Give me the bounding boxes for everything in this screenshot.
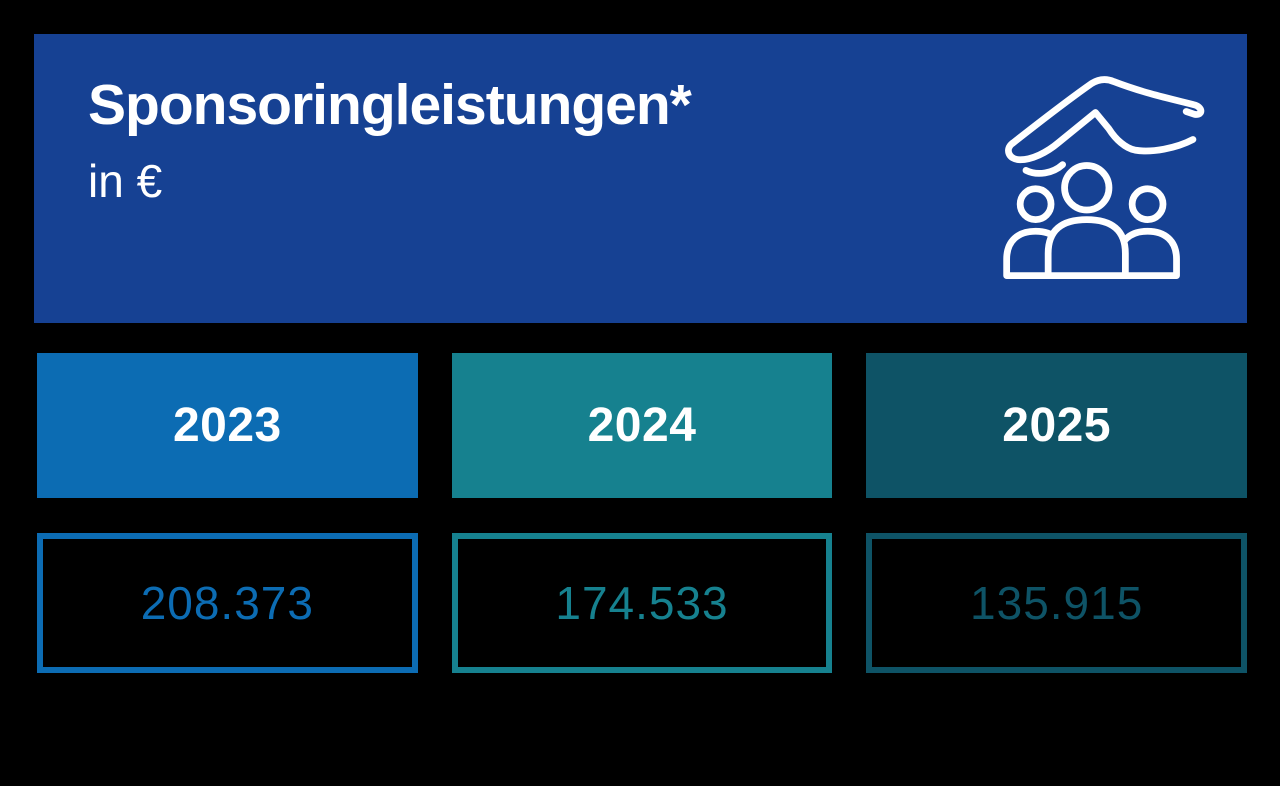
person-center-body (1044, 216, 1129, 279)
person-center-head (1061, 162, 1113, 214)
hand-finger-line (1022, 161, 1067, 177)
hand-bottom-outline (1005, 109, 1197, 164)
value-box-2025: 135.915 (866, 533, 1248, 673)
year-box-2023: 2023 (37, 353, 418, 498)
unit-label: in € (88, 154, 163, 207)
hand-over-people-icon (997, 70, 1219, 292)
value-box-2023: 208.373 (37, 533, 418, 673)
hand-top-outline (1009, 76, 1205, 147)
person-right-head (1128, 185, 1167, 223)
header-banner: Sponsoringleistungen* in € (34, 34, 1247, 323)
year-box-2025: 2025 (866, 353, 1248, 498)
page-title: Sponsoringleistungen* (88, 73, 692, 137)
value-row: 208.373 174.533 135.915 (37, 533, 1248, 673)
header-text-block: Sponsoringleistungen* in € (34, 34, 692, 207)
value-box-2024: 174.533 (451, 533, 833, 673)
person-left-head (1016, 185, 1055, 223)
year-box-2024: 2024 (451, 353, 833, 498)
year-header-row: 2023 2024 2025 (37, 353, 1248, 498)
